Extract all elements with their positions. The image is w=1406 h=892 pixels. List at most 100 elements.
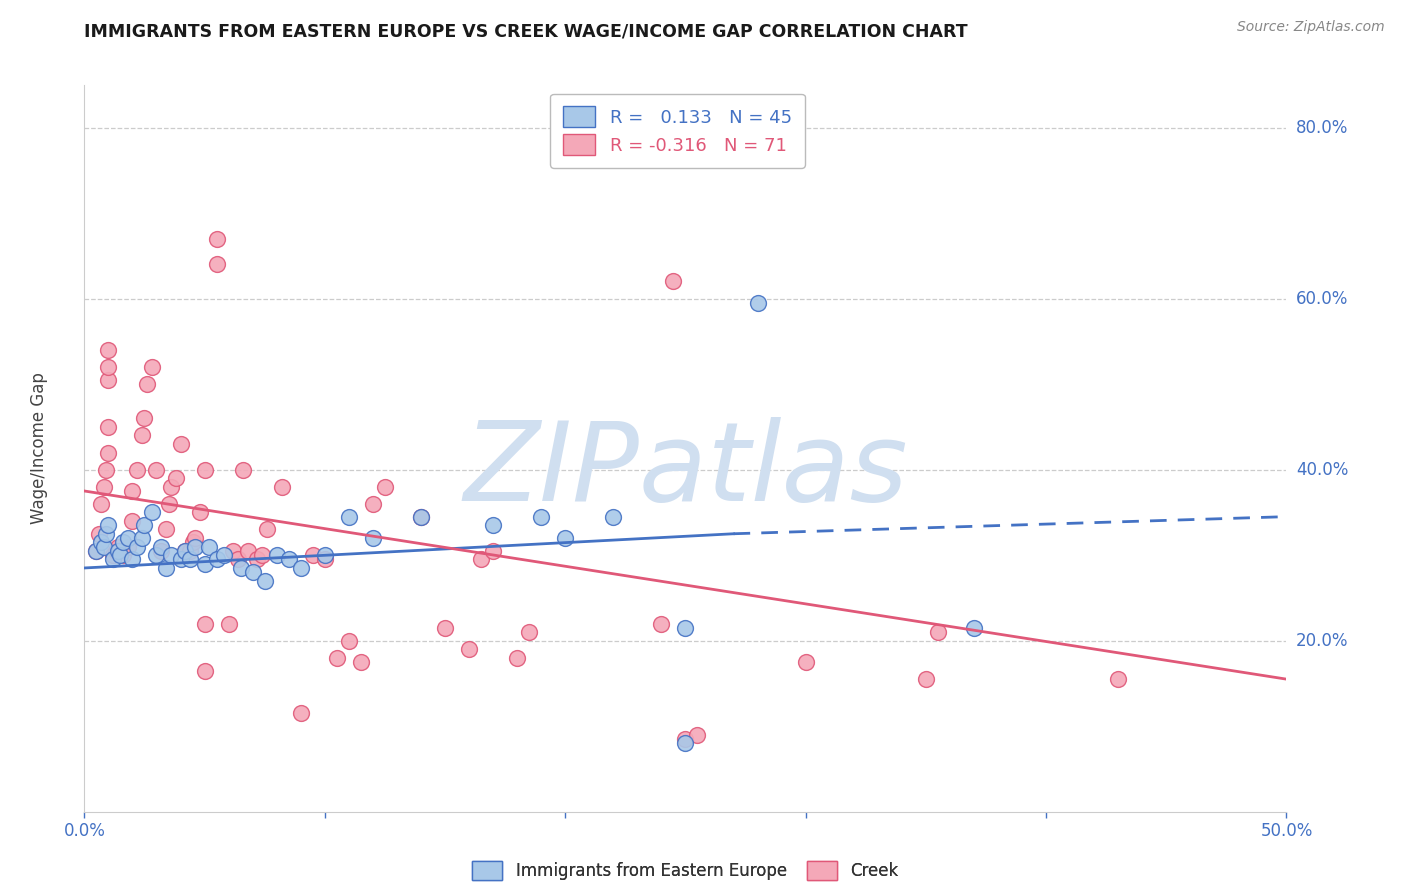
Point <box>650 616 672 631</box>
Point <box>374 480 396 494</box>
Point <box>506 650 529 665</box>
Text: 80.0%: 80.0% <box>1296 119 1348 136</box>
Point <box>212 548 235 562</box>
Point <box>103 548 125 562</box>
Point <box>252 548 274 562</box>
Point <box>111 548 134 562</box>
Point <box>155 561 177 575</box>
Point <box>517 625 540 640</box>
Point <box>131 428 153 442</box>
Point <box>179 544 201 558</box>
Point <box>747 296 769 310</box>
Point <box>253 574 276 588</box>
Point <box>301 548 323 562</box>
Text: 40.0%: 40.0% <box>1296 460 1348 479</box>
Point <box>188 505 211 519</box>
Point <box>179 552 201 566</box>
Point <box>121 552 143 566</box>
Point <box>361 531 384 545</box>
Point <box>107 544 129 558</box>
Point <box>97 359 120 374</box>
Point <box>198 540 221 554</box>
Point <box>145 462 167 476</box>
Point <box>326 650 349 665</box>
Point <box>675 621 697 635</box>
Text: IMMIGRANTS FROM EASTERN EUROPE VS CREEK WAGE/INCOME GAP CORRELATION CHART: IMMIGRANTS FROM EASTERN EUROPE VS CREEK … <box>84 22 967 40</box>
Point <box>794 655 817 669</box>
Point <box>97 373 120 387</box>
Point <box>103 552 125 566</box>
Point <box>93 480 115 494</box>
Point <box>184 531 207 545</box>
Legend: Immigrants from Eastern Europe, Creek: Immigrants from Eastern Europe, Creek <box>465 855 905 887</box>
Point <box>409 509 432 524</box>
Point <box>350 655 373 669</box>
Point <box>165 471 187 485</box>
Point <box>104 544 127 558</box>
Point <box>141 359 163 374</box>
Point <box>290 706 312 721</box>
Point <box>194 664 217 678</box>
Point <box>90 497 112 511</box>
Point <box>86 544 108 558</box>
Point <box>232 462 254 476</box>
Point <box>134 411 156 425</box>
Point <box>205 257 228 271</box>
Point <box>174 544 197 558</box>
Point <box>927 625 949 640</box>
Point <box>157 497 180 511</box>
Point <box>131 531 153 545</box>
Point <box>107 540 129 554</box>
Point <box>87 526 110 541</box>
Point <box>145 548 167 562</box>
Point <box>270 480 292 494</box>
Point <box>686 728 709 742</box>
Point <box>169 552 191 566</box>
Point <box>117 531 139 545</box>
Point <box>246 552 269 566</box>
Point <box>160 480 183 494</box>
Point <box>90 535 112 549</box>
Text: Wage/Income Gap: Wage/Income Gap <box>30 372 48 524</box>
Text: ZIPatlas: ZIPatlas <box>463 417 908 524</box>
Point <box>409 509 432 524</box>
Point <box>155 523 177 537</box>
Point <box>150 544 173 558</box>
Point <box>194 557 217 571</box>
Text: 60.0%: 60.0% <box>1296 290 1348 308</box>
Point <box>86 544 108 558</box>
Point <box>194 616 217 631</box>
Point <box>290 561 312 575</box>
Point <box>277 552 299 566</box>
Point <box>135 377 157 392</box>
Point <box>121 483 143 498</box>
Point <box>229 561 252 575</box>
Point <box>482 544 505 558</box>
Point <box>314 548 336 562</box>
Point <box>554 531 576 545</box>
Point <box>470 552 492 566</box>
Point <box>127 540 149 554</box>
Point <box>662 275 685 289</box>
Point <box>127 462 149 476</box>
Point <box>915 672 938 686</box>
Point <box>218 616 240 631</box>
Point <box>111 535 134 549</box>
Text: 20.0%: 20.0% <box>1296 632 1348 649</box>
Point <box>530 509 553 524</box>
Point <box>482 518 505 533</box>
Point <box>602 509 624 524</box>
Point <box>121 514 143 528</box>
Point <box>97 343 120 357</box>
Point <box>314 552 336 566</box>
Point <box>134 518 156 533</box>
Point <box>1107 672 1129 686</box>
Point <box>337 633 360 648</box>
Point <box>194 462 217 476</box>
Point <box>434 621 457 635</box>
Point <box>97 420 120 434</box>
Point <box>458 642 481 657</box>
Point <box>266 548 288 562</box>
Point <box>337 509 360 524</box>
Point <box>181 535 204 549</box>
